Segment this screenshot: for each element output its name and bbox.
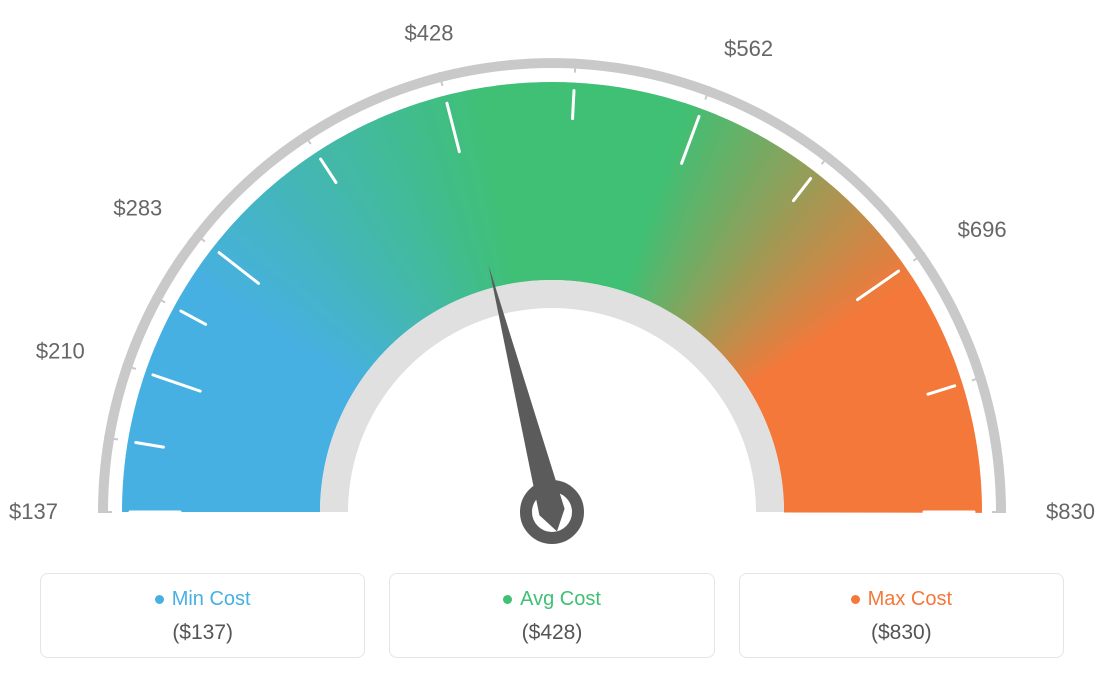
legend-title-max: Max Cost — [851, 588, 952, 611]
legend-card-avg: Avg Cost ($428) — [389, 573, 714, 658]
legend-value-max: ($830) — [748, 621, 1055, 645]
cost-gauge-chart: $137 $210 $283 $428 $562 $696 $830 — [0, 0, 1104, 560]
tick-label: $562 — [724, 36, 773, 61]
legend-title-min: Min Cost — [155, 588, 251, 611]
tick-label: $283 — [113, 195, 162, 220]
tick-label: $428 — [405, 21, 454, 46]
legend-label-max: Max Cost — [868, 588, 952, 611]
tick-label: $137 — [9, 499, 58, 524]
tick-label: $210 — [36, 338, 85, 363]
legend-value-avg: ($428) — [398, 621, 705, 645]
dot-avg — [503, 595, 512, 604]
dot-min — [155, 595, 164, 604]
legend-title-avg: Avg Cost — [503, 588, 601, 611]
gauge-svg: $137 $210 $283 $428 $562 $696 $830 — [0, 0, 1104, 560]
legend-label-min: Min Cost — [172, 588, 251, 611]
tick-label: $696 — [958, 217, 1007, 242]
legend-row: Min Cost ($137) Avg Cost ($428) Max Cost… — [40, 573, 1064, 658]
legend-card-min: Min Cost ($137) — [40, 573, 365, 658]
dot-max — [851, 595, 860, 604]
tick-label: $830 — [1046, 499, 1095, 524]
legend-card-max: Max Cost ($830) — [739, 573, 1064, 658]
legend-value-min: ($137) — [49, 621, 356, 645]
legend-label-avg: Avg Cost — [520, 588, 601, 611]
